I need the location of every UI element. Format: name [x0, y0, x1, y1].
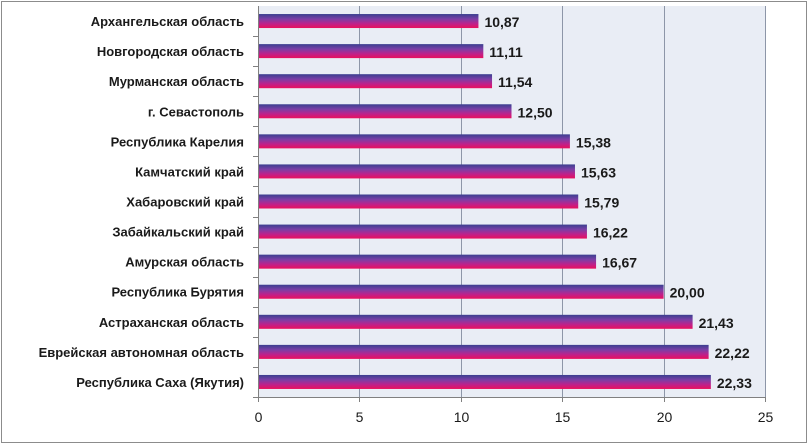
- category-label: Республика Карелия: [111, 134, 244, 149]
- value-label: 16,67: [602, 255, 637, 271]
- value-label: 10,87: [484, 14, 519, 30]
- category-label: Еврейская автономная область: [39, 345, 244, 360]
- x-tick-label: 10: [454, 409, 470, 425]
- category-label: Архангельская область: [91, 14, 244, 29]
- value-labels: 10,87 11,11 11,54 12,50 15,38 15,63 15,79 16,22…: [484, 14, 752, 391]
- value-label: 22,33: [717, 375, 752, 391]
- bar: [259, 344, 709, 359]
- x-tick-label: 25: [758, 409, 774, 425]
- category-label: Камчатский край: [135, 164, 244, 179]
- value-label: 12,50: [518, 104, 553, 120]
- category-label: Амурская область: [125, 255, 244, 270]
- category-label: Хабаровский край: [126, 195, 244, 210]
- category-label: Забайкальский край: [112, 225, 244, 240]
- value-label: 11,54: [498, 74, 532, 90]
- x-tick-label: 0: [255, 409, 263, 425]
- value-label: 16,22: [593, 225, 628, 241]
- category-label: Астраханская область: [99, 315, 244, 330]
- bar: [259, 44, 484, 59]
- x-tick-label: 5: [356, 409, 364, 425]
- x-tick-labels: 0 5 10 15 20 25: [255, 409, 774, 425]
- bar: [259, 374, 711, 389]
- bar: [259, 254, 597, 269]
- category-label: г. Севастополь: [148, 104, 244, 119]
- bar: [259, 134, 570, 149]
- x-tick-label: 15: [555, 409, 571, 425]
- bar: [259, 224, 587, 239]
- value-label: 11,11: [489, 44, 523, 60]
- value-label: 15,79: [584, 195, 619, 211]
- bar: [259, 194, 579, 209]
- category-label: Новгородская область: [97, 44, 244, 59]
- bar: [259, 314, 693, 329]
- bar: [259, 74, 493, 89]
- x-axis: [253, 6, 766, 402]
- value-label: 15,63: [581, 164, 616, 180]
- category-label: Республика Бурятия: [111, 285, 244, 300]
- bar: [259, 284, 664, 299]
- value-label: 21,43: [699, 315, 734, 331]
- category-label: Мурманская область: [109, 74, 244, 89]
- value-label: 22,22: [715, 345, 750, 361]
- bars: [259, 14, 711, 389]
- category-labels: Архангельская область Новгородская област…: [39, 14, 244, 390]
- value-label: 20,00: [670, 285, 705, 301]
- category-label: Республика Саха (Якутия): [76, 375, 244, 390]
- x-tick-label: 20: [657, 409, 673, 425]
- value-label: 15,38: [576, 134, 611, 150]
- bar: [259, 14, 479, 29]
- bar: [259, 104, 512, 119]
- bar: [259, 164, 575, 179]
